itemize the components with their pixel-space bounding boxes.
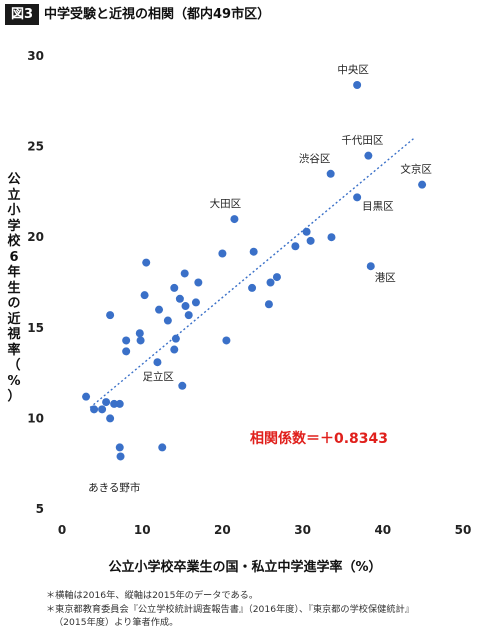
data-point bbox=[163, 316, 172, 325]
data-point bbox=[82, 392, 91, 401]
data-point bbox=[418, 180, 427, 189]
data-point bbox=[272, 273, 281, 282]
y-axis-label-char: 立 bbox=[7, 187, 21, 203]
data-point bbox=[194, 278, 203, 287]
data-point bbox=[230, 215, 239, 224]
y-axis-label: 公立小学校 6 年生の近視率（%） bbox=[5, 172, 23, 405]
footnote-axes: ＊横軸は2016年、縦軸は2015年のデータである。 bbox=[46, 590, 259, 601]
y-axis-label-char: 小 bbox=[7, 203, 21, 218]
data-point bbox=[135, 329, 144, 338]
data-point bbox=[106, 311, 115, 320]
y-axis-label-char: の bbox=[7, 296, 21, 311]
y-axis-label-char: 校 bbox=[7, 234, 21, 249]
y-tick-label: 5 bbox=[36, 502, 44, 516]
data-point bbox=[110, 399, 119, 408]
data-point bbox=[184, 311, 193, 320]
data-point bbox=[306, 236, 315, 245]
y-axis-label-char: ） bbox=[7, 389, 21, 404]
data-point bbox=[222, 336, 231, 345]
data-point bbox=[155, 305, 164, 314]
data-point bbox=[170, 283, 179, 292]
data-point bbox=[180, 269, 189, 278]
data-point bbox=[353, 80, 362, 89]
x-tick-label: 20 bbox=[214, 523, 231, 537]
data-point bbox=[115, 443, 124, 452]
y-axis-label-char: 公 bbox=[7, 172, 21, 187]
footnote-source-continued: （2015年度）より筆者作成。 bbox=[54, 617, 179, 628]
data-point bbox=[158, 443, 167, 452]
data-point bbox=[122, 347, 131, 356]
y-tick-label: 30 bbox=[27, 49, 44, 63]
data-point bbox=[140, 291, 149, 300]
y-axis-label-char: （ bbox=[7, 358, 21, 373]
correlation-annotation: 相関係数＝＋0.8343 bbox=[250, 430, 388, 447]
point-label: 目黒区 bbox=[362, 200, 394, 212]
y-tick-label: 25 bbox=[27, 140, 44, 154]
data-point bbox=[98, 405, 107, 414]
point-label: あきる野市 bbox=[88, 481, 140, 494]
x-axis-label: 公立小学校卒業生の国・私立中学進学率（%） bbox=[108, 560, 382, 575]
y-axis-label-char: 近 bbox=[7, 311, 21, 327]
point-label: 中央区 bbox=[337, 63, 369, 76]
data-point bbox=[264, 300, 273, 309]
y-axis-label-char: 学 bbox=[7, 218, 21, 234]
figure-number-badge: 図3 bbox=[5, 4, 39, 25]
x-tick-label: 0 bbox=[58, 523, 66, 537]
data-point bbox=[115, 399, 124, 408]
data-point bbox=[122, 336, 131, 345]
y-axis-label-char: 6 bbox=[9, 249, 19, 265]
data-point bbox=[302, 227, 311, 236]
x-tick-label: 10 bbox=[134, 523, 151, 537]
y-axis-label-char: % bbox=[7, 373, 21, 389]
point-label: 足立区 bbox=[142, 370, 174, 383]
y-tick-label: 20 bbox=[27, 230, 44, 244]
data-point bbox=[366, 262, 375, 271]
y-tick-label: 10 bbox=[27, 411, 44, 425]
data-point bbox=[249, 247, 258, 256]
data-point bbox=[191, 298, 200, 307]
figure-title: 中学受験と近視の相関（都内49市区） bbox=[44, 7, 271, 22]
y-axis-label-char: 率 bbox=[7, 342, 21, 358]
data-point bbox=[327, 233, 336, 242]
x-tick-label: 50 bbox=[455, 523, 472, 537]
footnote-source: ＊東京都教育委員会『公立学校統計調査報告書』（2016年度）、『東京都の学校保健… bbox=[46, 603, 414, 615]
data-point bbox=[181, 302, 190, 311]
data-point bbox=[266, 278, 275, 287]
data-point bbox=[116, 452, 125, 461]
y-axis-label-char: 年 bbox=[7, 265, 21, 280]
y-axis-label-char: 生 bbox=[7, 280, 21, 296]
data-point bbox=[291, 242, 300, 251]
data-point bbox=[142, 258, 151, 267]
data-point bbox=[90, 405, 99, 414]
footnotes: ＊横軸は2016年、縦軸は2015年のデータである。 ＊東京都教育委員会『公立学… bbox=[46, 589, 414, 630]
data-point bbox=[136, 336, 145, 345]
data-point bbox=[326, 169, 335, 178]
point-label: 文京区 bbox=[400, 163, 432, 176]
trendline bbox=[89, 137, 416, 409]
data-point bbox=[175, 294, 184, 303]
x-tick-label: 30 bbox=[294, 523, 311, 537]
data-point bbox=[106, 414, 115, 423]
data-point bbox=[171, 334, 180, 343]
data-point bbox=[364, 151, 373, 160]
data-point bbox=[153, 358, 162, 367]
y-tick-label: 15 bbox=[27, 321, 44, 335]
data-point bbox=[102, 398, 111, 407]
data-point bbox=[170, 345, 179, 354]
data-point bbox=[353, 193, 362, 202]
data-point bbox=[178, 381, 187, 390]
point-label: 港区 bbox=[375, 272, 396, 284]
point-label: 大田区 bbox=[210, 197, 242, 210]
point-label: 千代田区 bbox=[341, 135, 383, 147]
x-tick-label: 40 bbox=[374, 523, 391, 537]
data-point bbox=[218, 249, 227, 258]
point-label: 渋谷区 bbox=[299, 152, 331, 165]
y-axis-label-char: 視 bbox=[7, 327, 21, 342]
data-point bbox=[248, 283, 257, 292]
